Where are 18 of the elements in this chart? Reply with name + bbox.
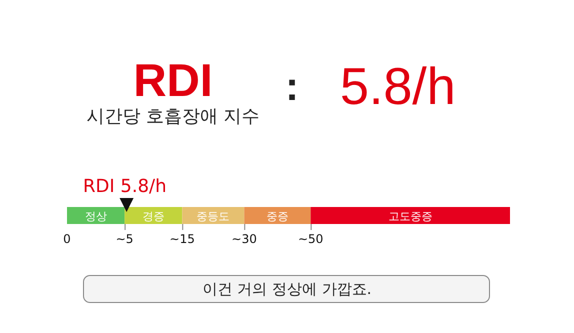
text: ~30 bbox=[232, 232, 257, 246]
bar bbox=[67, 207, 125, 224]
series-label: 중증 bbox=[266, 210, 288, 223]
text: 5.8/h bbox=[340, 58, 456, 116]
bar bbox=[310, 207, 510, 224]
text: ~15 bbox=[170, 232, 195, 246]
chart-title: RDI bbox=[133, 54, 213, 106]
text: RDI 5.8/h bbox=[83, 176, 166, 197]
text: 0 bbox=[63, 232, 71, 246]
text: ~5 bbox=[116, 232, 134, 246]
text: ~50 bbox=[298, 232, 324, 246]
series-label: 중등도 bbox=[196, 210, 230, 223]
series-label: 경증 bbox=[142, 210, 164, 223]
bar bbox=[244, 207, 311, 224]
series-label: 고도중증 bbox=[388, 210, 432, 223]
chart-subtitle: 시간당 호흡장애 지수 bbox=[86, 106, 260, 127]
series-label: 정상 bbox=[84, 210, 107, 223]
text: : bbox=[285, 65, 299, 109]
